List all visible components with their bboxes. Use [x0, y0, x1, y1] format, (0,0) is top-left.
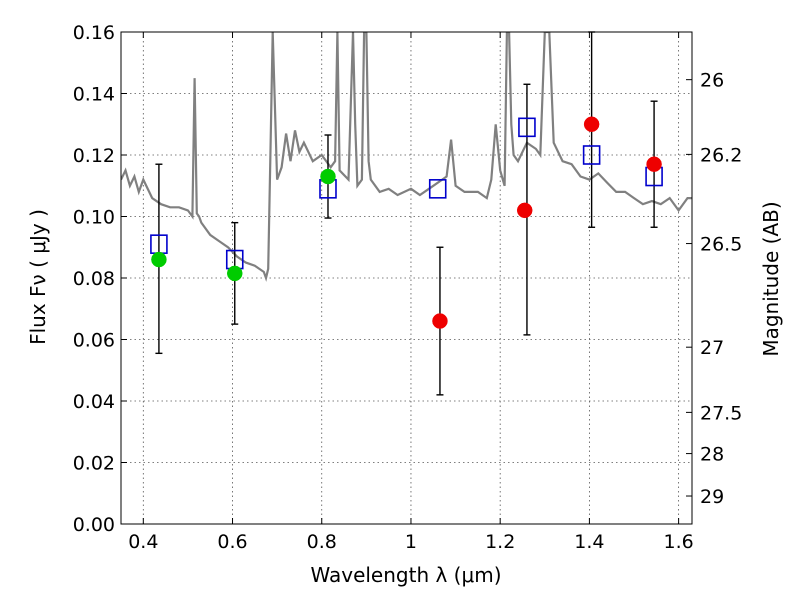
y-tick-label: 0.08	[73, 268, 115, 290]
red-data-point	[516, 202, 533, 219]
y-tick-label: 0.06	[73, 330, 115, 352]
y-tick-label: 0.02	[73, 453, 115, 475]
y-tick-label: 0.10	[73, 207, 115, 229]
spectrum-line	[121, 32, 692, 282]
y-axis-label: Flux Fν ( μJy )	[26, 209, 50, 345]
y2-tick-label: 27	[700, 337, 724, 359]
y2-tick-label: 26.2	[700, 144, 742, 166]
y2-tick-label: 27.5	[700, 402, 742, 424]
model-square-marker	[428, 179, 447, 199]
x-tick-label: 0.8	[307, 531, 337, 553]
model-square-marker	[518, 117, 536, 138]
red-data-point	[432, 313, 448, 329]
y2-tick-label: 26.5	[700, 234, 742, 256]
green-data-point	[320, 168, 336, 185]
marker-layer	[150, 116, 663, 329]
error-bar-layer	[155, 31, 658, 396]
y2-tick-label: 28	[700, 444, 724, 466]
x-axis-label: Wavelength λ (μm)	[310, 563, 501, 587]
x-tick-label: 1	[405, 531, 417, 553]
y-tick-label: 0.16	[73, 22, 115, 44]
ticks-layer: 0.4 0.6 0.8 1 1.2 1.4 1.6 0.00 0.02 0.04 0.06 0.08 0…	[73, 22, 743, 553]
y2-tick-label: 29	[700, 486, 724, 508]
green-data-point	[151, 251, 167, 268]
x-tick-label: 1.4	[574, 531, 604, 553]
x-tick-label: 0.6	[217, 531, 247, 553]
x-tick-label: 1.2	[485, 531, 515, 553]
y-tick-label: 0.14	[73, 84, 115, 106]
green-data-point	[227, 265, 243, 282]
x-tick-label: 0.4	[128, 531, 158, 553]
y2-tick-label: 26	[700, 70, 724, 92]
y-tick-label: 0.04	[73, 391, 115, 413]
spectrum-layer	[121, 32, 692, 282]
y2-axis-label: Magnitude (AB)	[759, 201, 783, 356]
red-data-point	[583, 116, 600, 132]
y-tick-label: 0.12	[73, 145, 115, 167]
red-data-point	[646, 156, 662, 172]
model-square-marker	[582, 145, 601, 165]
x-tick-label: 1.6	[664, 531, 694, 553]
grid	[121, 31, 692, 525]
y-tick-label: 0.00	[73, 514, 115, 536]
